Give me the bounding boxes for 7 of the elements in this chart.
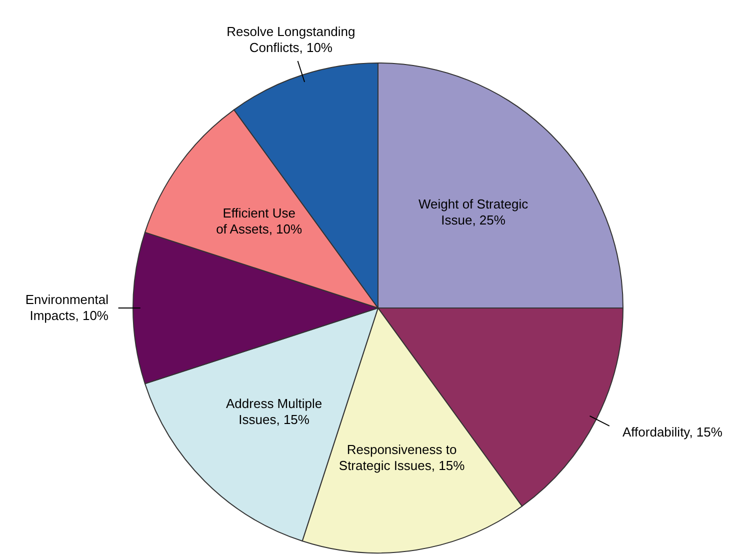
slice-label: Affordability, 15% — [622, 424, 723, 440]
slice-label: Responsiveness to Strategic Issues, 15% — [338, 442, 466, 474]
slice-label: Resolve Longstanding Conflicts, 10% — [226, 24, 356, 56]
slice-label: Address Multiple Issues, 15% — [226, 396, 322, 427]
slice-label: Weight of Strategic Issue, 25% — [418, 196, 529, 228]
slice-label: Efficient Use of Assets, 10% — [216, 206, 303, 237]
slice-label: Environmental Impacts, 10% — [25, 292, 109, 323]
